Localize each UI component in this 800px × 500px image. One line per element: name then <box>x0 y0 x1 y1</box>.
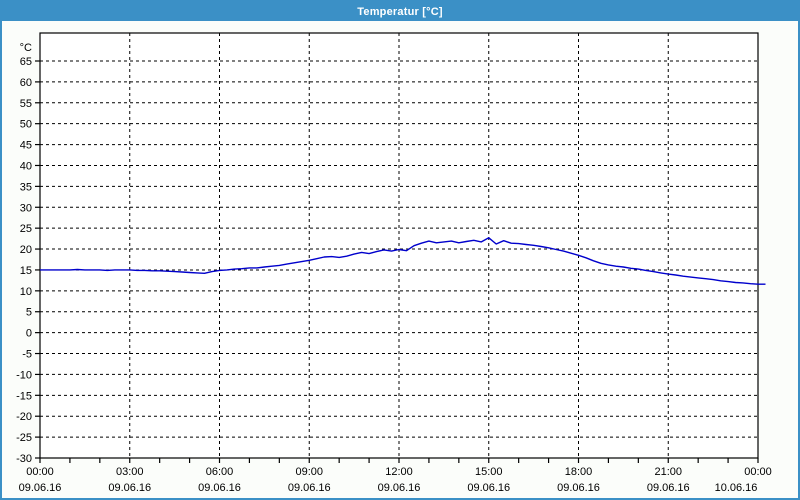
y-axis-tick-label: -20 <box>16 411 32 423</box>
y-axis-tick-label: -25 <box>16 432 32 444</box>
x-axis-date-label: 09.06.16 <box>467 482 510 494</box>
y-axis-tick-label: -10 <box>16 369 32 381</box>
temperature-series-line <box>40 237 766 285</box>
x-axis-date-label: 09.06.16 <box>378 482 421 494</box>
y-axis-tick-label: 35 <box>20 181 32 193</box>
x-axis-date-label: 09.06.16 <box>647 482 690 494</box>
x-axis-date-label: 09.06.16 <box>108 482 151 494</box>
y-axis-tick-label: 10 <box>20 286 32 298</box>
x-axis-time-label: 15:00 <box>475 466 503 478</box>
x-axis-date-label: 09.06.16 <box>19 482 62 494</box>
window-title: Temperatur [°C] <box>357 5 443 18</box>
temperature-chart: -30 -25 -20 -15 -10 -5 0 5 10 15 20 25 30 35 40 45 50 55 6… <box>16 32 772 494</box>
y-axis-tick-label: 65 <box>20 56 32 68</box>
x-axis-date-label: 09.06.16 <box>198 482 241 494</box>
y-axis-tick-label: 60 <box>20 77 32 89</box>
y-axis-unit-label: °C <box>20 42 32 54</box>
y-axis-tick-label: 40 <box>20 160 32 172</box>
y-axis-tick-label: 45 <box>20 140 32 152</box>
y-axis-tick-label: -15 <box>16 390 32 402</box>
y-axis-tick-label: 20 <box>20 244 32 256</box>
y-axis-tick-label: 50 <box>20 119 32 131</box>
x-axis-time-label: 21:00 <box>654 466 682 478</box>
x-axis-date-label: 09.06.16 <box>288 482 331 494</box>
x-axis-time-label: 12:00 <box>385 466 413 478</box>
x-axis-time-label: 00:00 <box>26 466 54 478</box>
y-axis-tick-label: 5 <box>26 307 32 319</box>
x-axis-date-label: 10.06.16 <box>715 482 758 494</box>
x-axis-time-label: 06:00 <box>206 466 234 478</box>
x-axis-time-label: 03:00 <box>116 466 144 478</box>
x-axis-date-label: 09.06.16 <box>557 482 600 494</box>
chart-container: -30 -25 -20 -15 -10 -5 0 5 10 15 20 25 30 35 40 45 50 55 6… <box>2 21 798 498</box>
y-axis-tick-label: 15 <box>20 265 32 277</box>
y-axis-tick-label: 30 <box>20 202 32 214</box>
title-bar: Temperatur [°C] <box>2 2 798 21</box>
y-axis-tick-label: 25 <box>20 223 32 235</box>
y-axis-tick-label: -30 <box>16 453 32 465</box>
y-axis-tick-label: 55 <box>20 98 32 110</box>
x-axis-time-label: 09:00 <box>295 466 323 478</box>
y-axis-tick-label: 0 <box>26 328 32 340</box>
x-axis-time-label: 00:00 <box>744 466 772 478</box>
y-axis-tick-label: -5 <box>22 349 32 361</box>
x-axis-time-label: 18:00 <box>565 466 593 478</box>
